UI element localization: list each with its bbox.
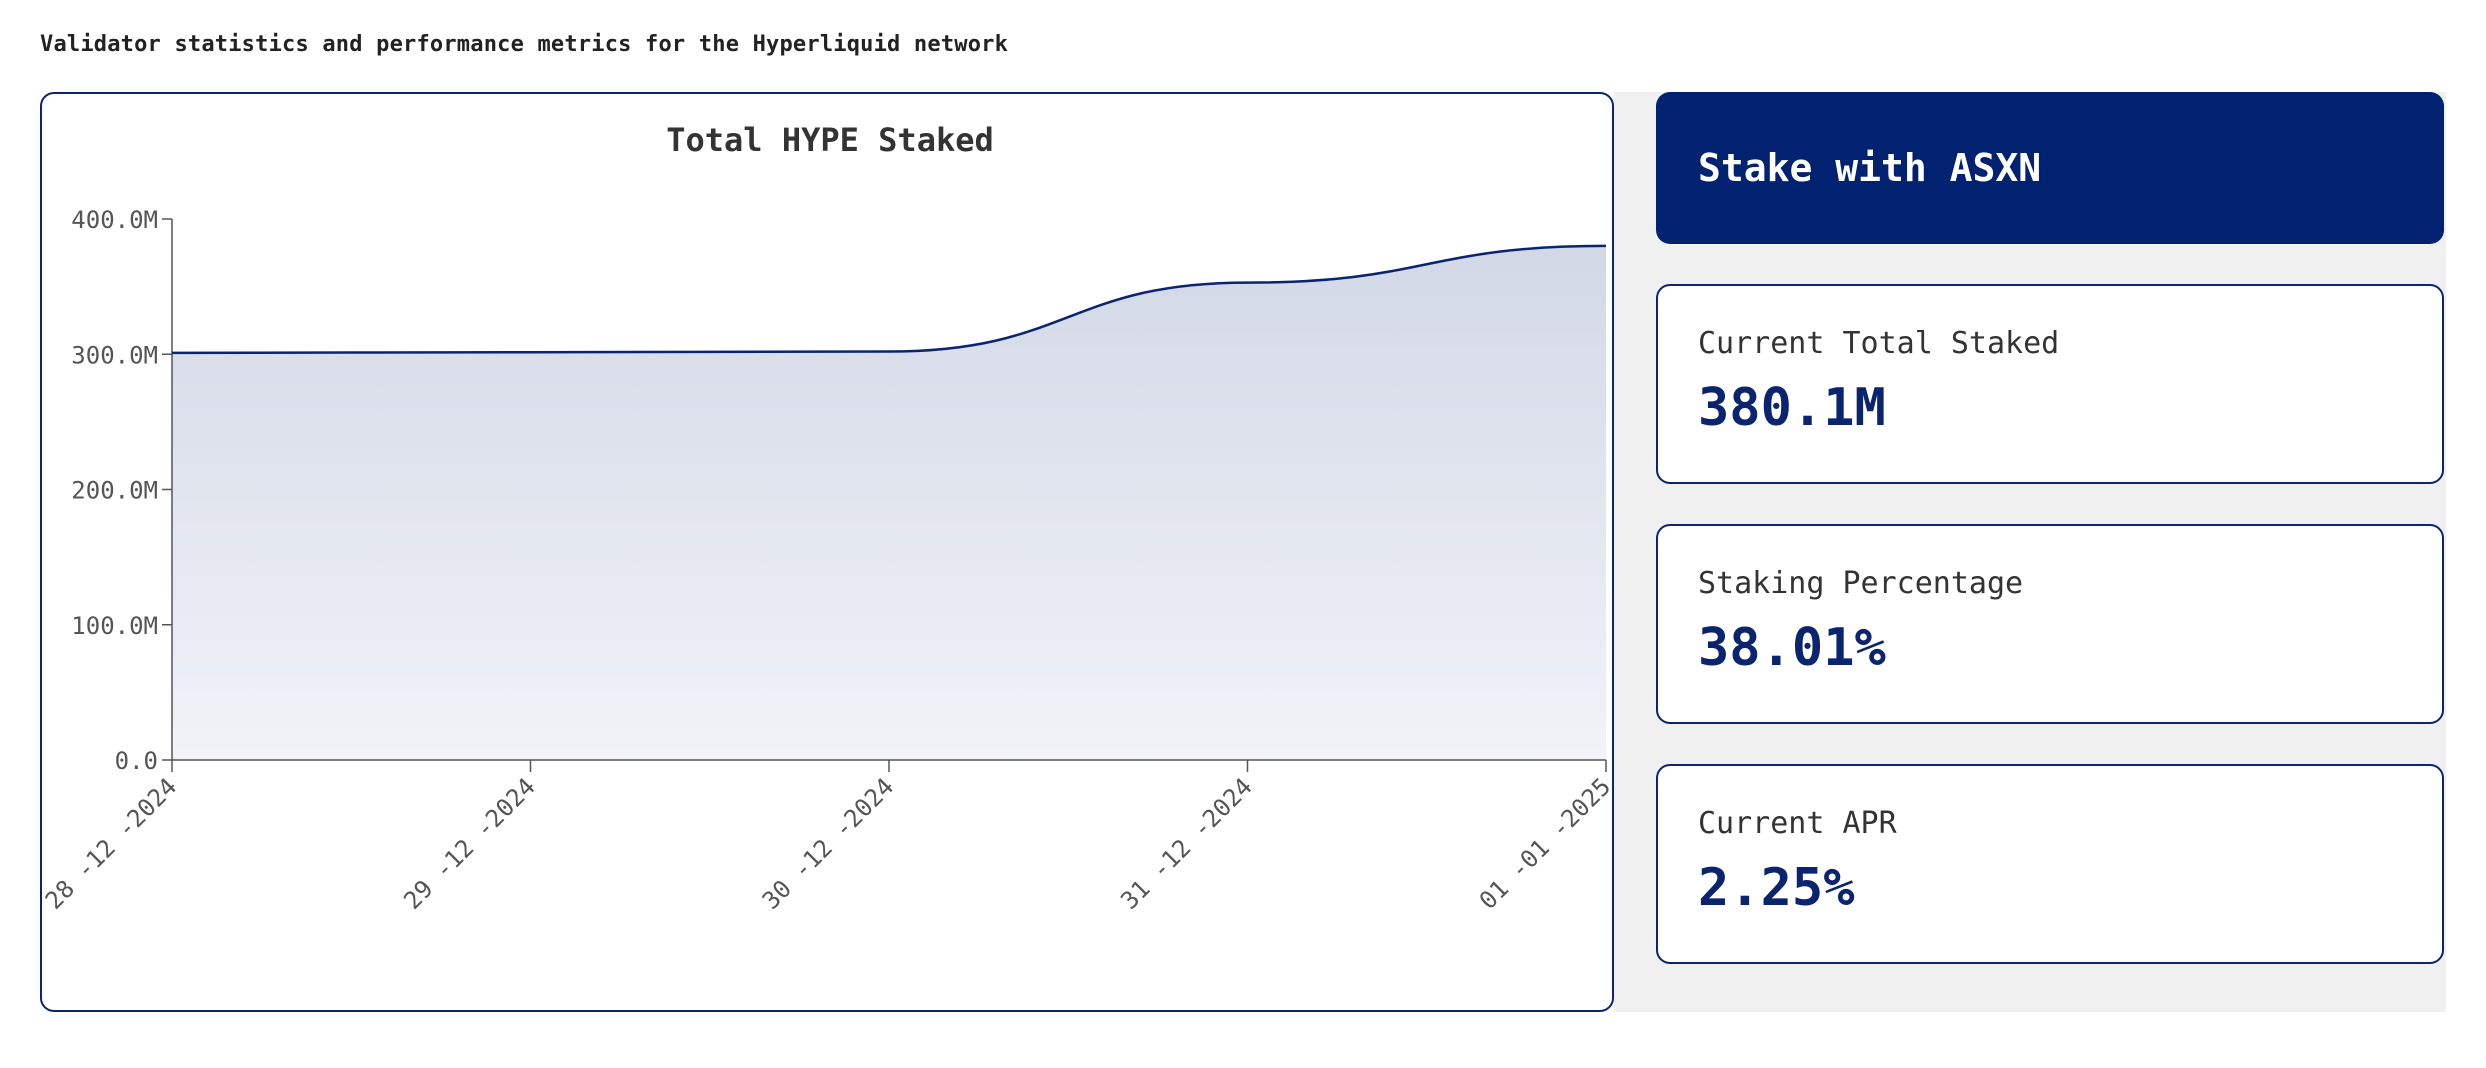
- stat-label: Current APR: [1698, 806, 1897, 841]
- stat-value: 380.1M: [1698, 378, 1886, 438]
- stat-label: Staking Percentage: [1698, 566, 2024, 601]
- x-tick-label: 29 -12 -2024: [398, 772, 540, 914]
- y-tick-label: 100.0M: [71, 612, 158, 640]
- x-tick-label: 30 -12 -2024: [757, 772, 899, 914]
- staking-percentage-card: Staking Percentage 38.01%: [1656, 524, 2444, 724]
- x-tick-label: 31 -12 -2024: [1115, 772, 1257, 914]
- page-subtitle: Validator statistics and performance met…: [40, 32, 1009, 57]
- x-tick-label: 01 -01 -2025: [1474, 772, 1612, 914]
- stake-with-asxn-button[interactable]: Stake with ASXN: [1656, 92, 2444, 244]
- total-staked-chart: Total HYPE Staked 0.0 100.0M 200.0M 300.0M 4…: [42, 121, 1612, 915]
- total-staked-chart-card: Total HYPE Staked 0.0 100.0M 200.0M 300.0M 4…: [40, 92, 1614, 1012]
- area-fill: [172, 245, 1606, 761]
- stat-value: 38.01%: [1698, 618, 1886, 678]
- chart-title: Total HYPE Staked: [666, 121, 994, 159]
- y-tick-label: 300.0M: [71, 341, 158, 369]
- y-tick-label: 400.0M: [71, 206, 158, 234]
- y-tick-label: 0.0: [115, 747, 158, 775]
- current-total-staked-card: Current Total Staked 380.1M: [1656, 284, 2444, 484]
- series-line: [171, 244, 1607, 355]
- x-tick-label: 28 -12 -2024: [42, 772, 182, 914]
- current-apr-card: Current APR 2.25%: [1656, 764, 2444, 964]
- stat-label: Current Total Staked: [1698, 326, 2060, 361]
- y-tick-label: 200.0M: [71, 477, 158, 505]
- stat-value: 2.25%: [1698, 858, 1855, 918]
